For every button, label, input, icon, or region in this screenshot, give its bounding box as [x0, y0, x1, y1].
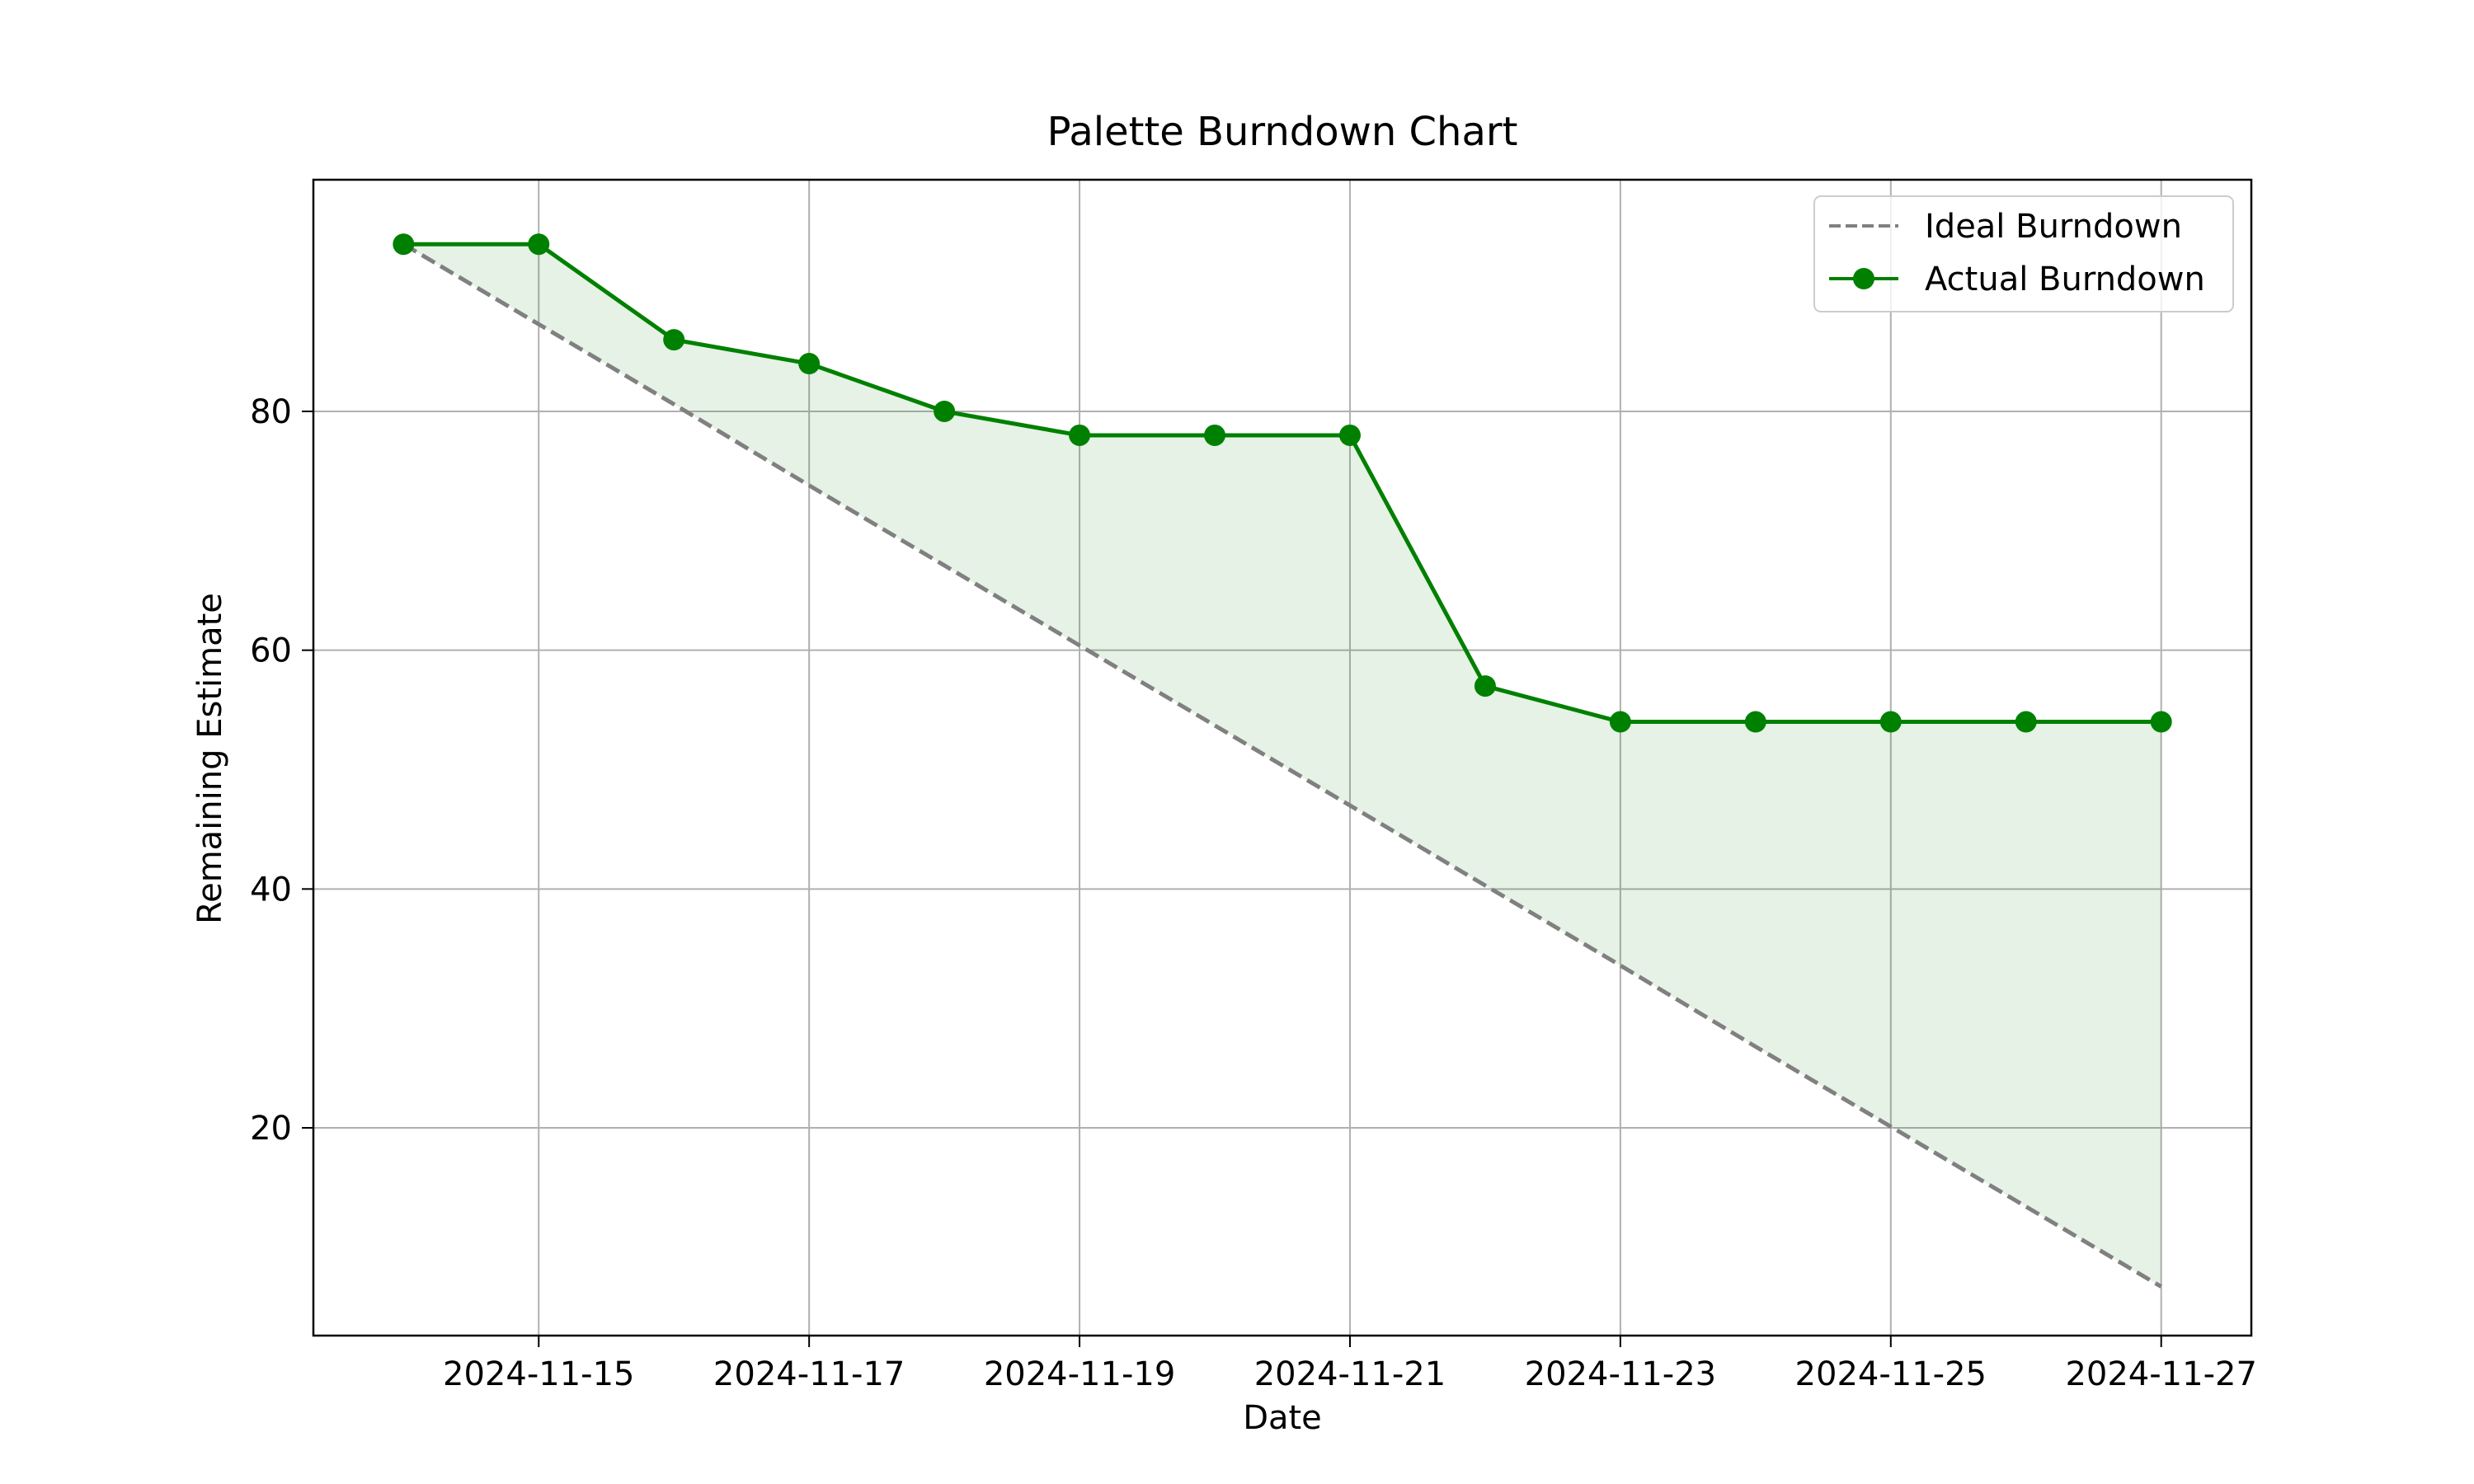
actual-burndown-point — [1609, 711, 1631, 733]
x-tick-label: 2024-11-23 — [1525, 1355, 1716, 1393]
actual-burndown-point — [2015, 711, 2037, 733]
x-tick-label: 2024-11-21 — [1254, 1355, 1446, 1393]
actual-burndown-point — [934, 400, 956, 422]
actual-burndown-point — [1744, 711, 1766, 733]
y-axis-title: Remaining Estimate — [191, 593, 229, 924]
x-tick-label: 2024-11-25 — [1795, 1355, 1987, 1393]
x-tick-label: 2024-11-27 — [2065, 1355, 2256, 1393]
ideal-burndown-line — [402, 242, 2162, 1289]
series-layer — [393, 233, 2172, 1289]
actual-burndown-point — [2150, 711, 2172, 733]
y-tick-label: 80 — [250, 393, 292, 431]
actual-burndown-point — [1338, 424, 1361, 446]
actual-burndown-point — [1069, 424, 1091, 446]
x-tick-label: 2024-11-15 — [443, 1355, 634, 1393]
y-tick-label: 60 — [250, 632, 292, 670]
legend: Ideal Burndown Actual Burndown — [1813, 195, 2234, 312]
x-tick-label: 2024-11-19 — [984, 1355, 1175, 1393]
y-tick-label: 40 — [250, 871, 292, 909]
legend-actual-marker — [1853, 268, 1874, 289]
legend-actual-label: Actual Burndown — [1925, 261, 2205, 298]
grid-layer — [313, 180, 2251, 1336]
plot-frame — [312, 178, 2253, 1337]
x-tick-label: 2024-11-17 — [713, 1355, 905, 1393]
actual-burndown-point — [663, 329, 685, 351]
legend-box — [1813, 195, 2234, 312]
actual-burndown-line — [403, 242, 2161, 725]
actual-burndown-point — [1879, 711, 1902, 733]
x-axis-title: Date — [1243, 1399, 1322, 1437]
actual-burndown-point — [393, 233, 415, 256]
actual-burndown-point — [798, 353, 821, 375]
legend-ideal-label: Ideal Burndown — [1925, 208, 2182, 246]
chart-title: Palette Burndown Chart — [1047, 109, 1518, 155]
actual-burndown-point — [528, 233, 550, 256]
tick-layer: 2024-11-15 2024-11-17 2024-11-19 2024-11-21… — [250, 393, 2257, 1393]
actual-burndown-point — [1204, 424, 1226, 446]
y-tick-label: 20 — [250, 1110, 292, 1148]
actual-burndown-point — [1474, 675, 1496, 697]
